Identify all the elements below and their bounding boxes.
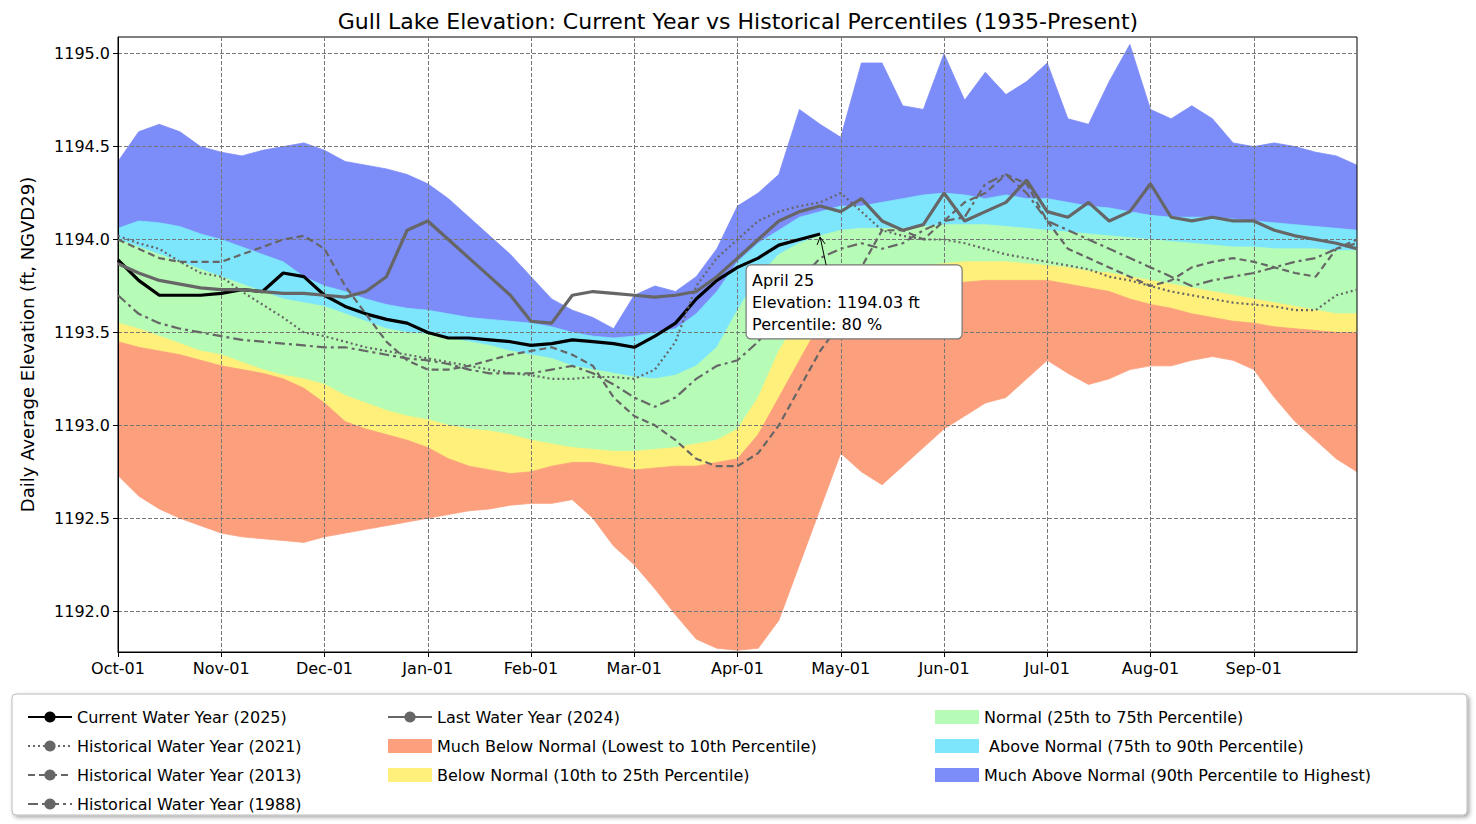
svg-text:Below Normal (10th to 25th Per: Below Normal (10th to 25th Percentile) (437, 766, 750, 785)
svg-text:Daily Average Elevation (ft, N: Daily Average Elevation (ft, NGVD29) (17, 177, 38, 512)
svg-text:Above Normal (75th to 90th Per: Above Normal (75th to 90th Percentile) (984, 737, 1304, 756)
svg-text:Historical Water Year (2021): Historical Water Year (2021) (77, 737, 302, 756)
svg-text:Elevation: 1194.03 ft: Elevation: 1194.03 ft (752, 293, 920, 312)
svg-text:Feb-01: Feb-01 (504, 659, 558, 678)
svg-text:Jan-01: Jan-01 (401, 659, 453, 678)
svg-text:Nov-01: Nov-01 (193, 659, 250, 678)
svg-text:Historical Water Year (1988): Historical Water Year (1988) (77, 795, 302, 814)
svg-text:Percentile: 80 %: Percentile: 80 % (752, 315, 882, 334)
svg-text:Much Below Normal (Lowest to 1: Much Below Normal (Lowest to 10th Percen… (437, 737, 817, 756)
svg-text:1193.0: 1193.0 (54, 416, 110, 435)
svg-text:Jun-01: Jun-01 (917, 659, 969, 678)
svg-text:1194.0: 1194.0 (54, 230, 110, 249)
svg-text:Current Water Year (2025): Current Water Year (2025) (77, 708, 287, 727)
svg-text:1194.5: 1194.5 (54, 137, 110, 156)
svg-text:Historical Water Year (2013): Historical Water Year (2013) (77, 766, 302, 785)
svg-text:1192.0: 1192.0 (54, 602, 110, 621)
svg-text:Mar-01: Mar-01 (607, 659, 662, 678)
svg-text:May-01: May-01 (811, 659, 870, 678)
svg-text:Sep-01: Sep-01 (1226, 659, 1282, 678)
svg-text:Jul-01: Jul-01 (1024, 659, 1070, 678)
svg-text:Much Above Normal (90th Percen: Much Above Normal (90th Percentile to Hi… (984, 766, 1371, 785)
svg-text:Normal (25th to 75th Percentil: Normal (25th to 75th Percentile) (984, 708, 1243, 727)
svg-text:Aug-01: Aug-01 (1122, 659, 1179, 678)
svg-text:Oct-01: Oct-01 (91, 659, 145, 678)
svg-text:1195.0: 1195.0 (54, 44, 110, 63)
svg-text:Last Water Year (2024): Last Water Year (2024) (437, 708, 620, 727)
svg-text:1193.5: 1193.5 (54, 323, 110, 342)
svg-text:Dec-01: Dec-01 (296, 659, 353, 678)
svg-text:Gull Lake Elevation: Current Y: Gull Lake Elevation: Current Year vs His… (338, 9, 1138, 34)
svg-text:1192.5: 1192.5 (54, 509, 110, 528)
svg-text:Apr-01: Apr-01 (711, 659, 764, 678)
svg-text:April 25: April 25 (752, 271, 814, 290)
